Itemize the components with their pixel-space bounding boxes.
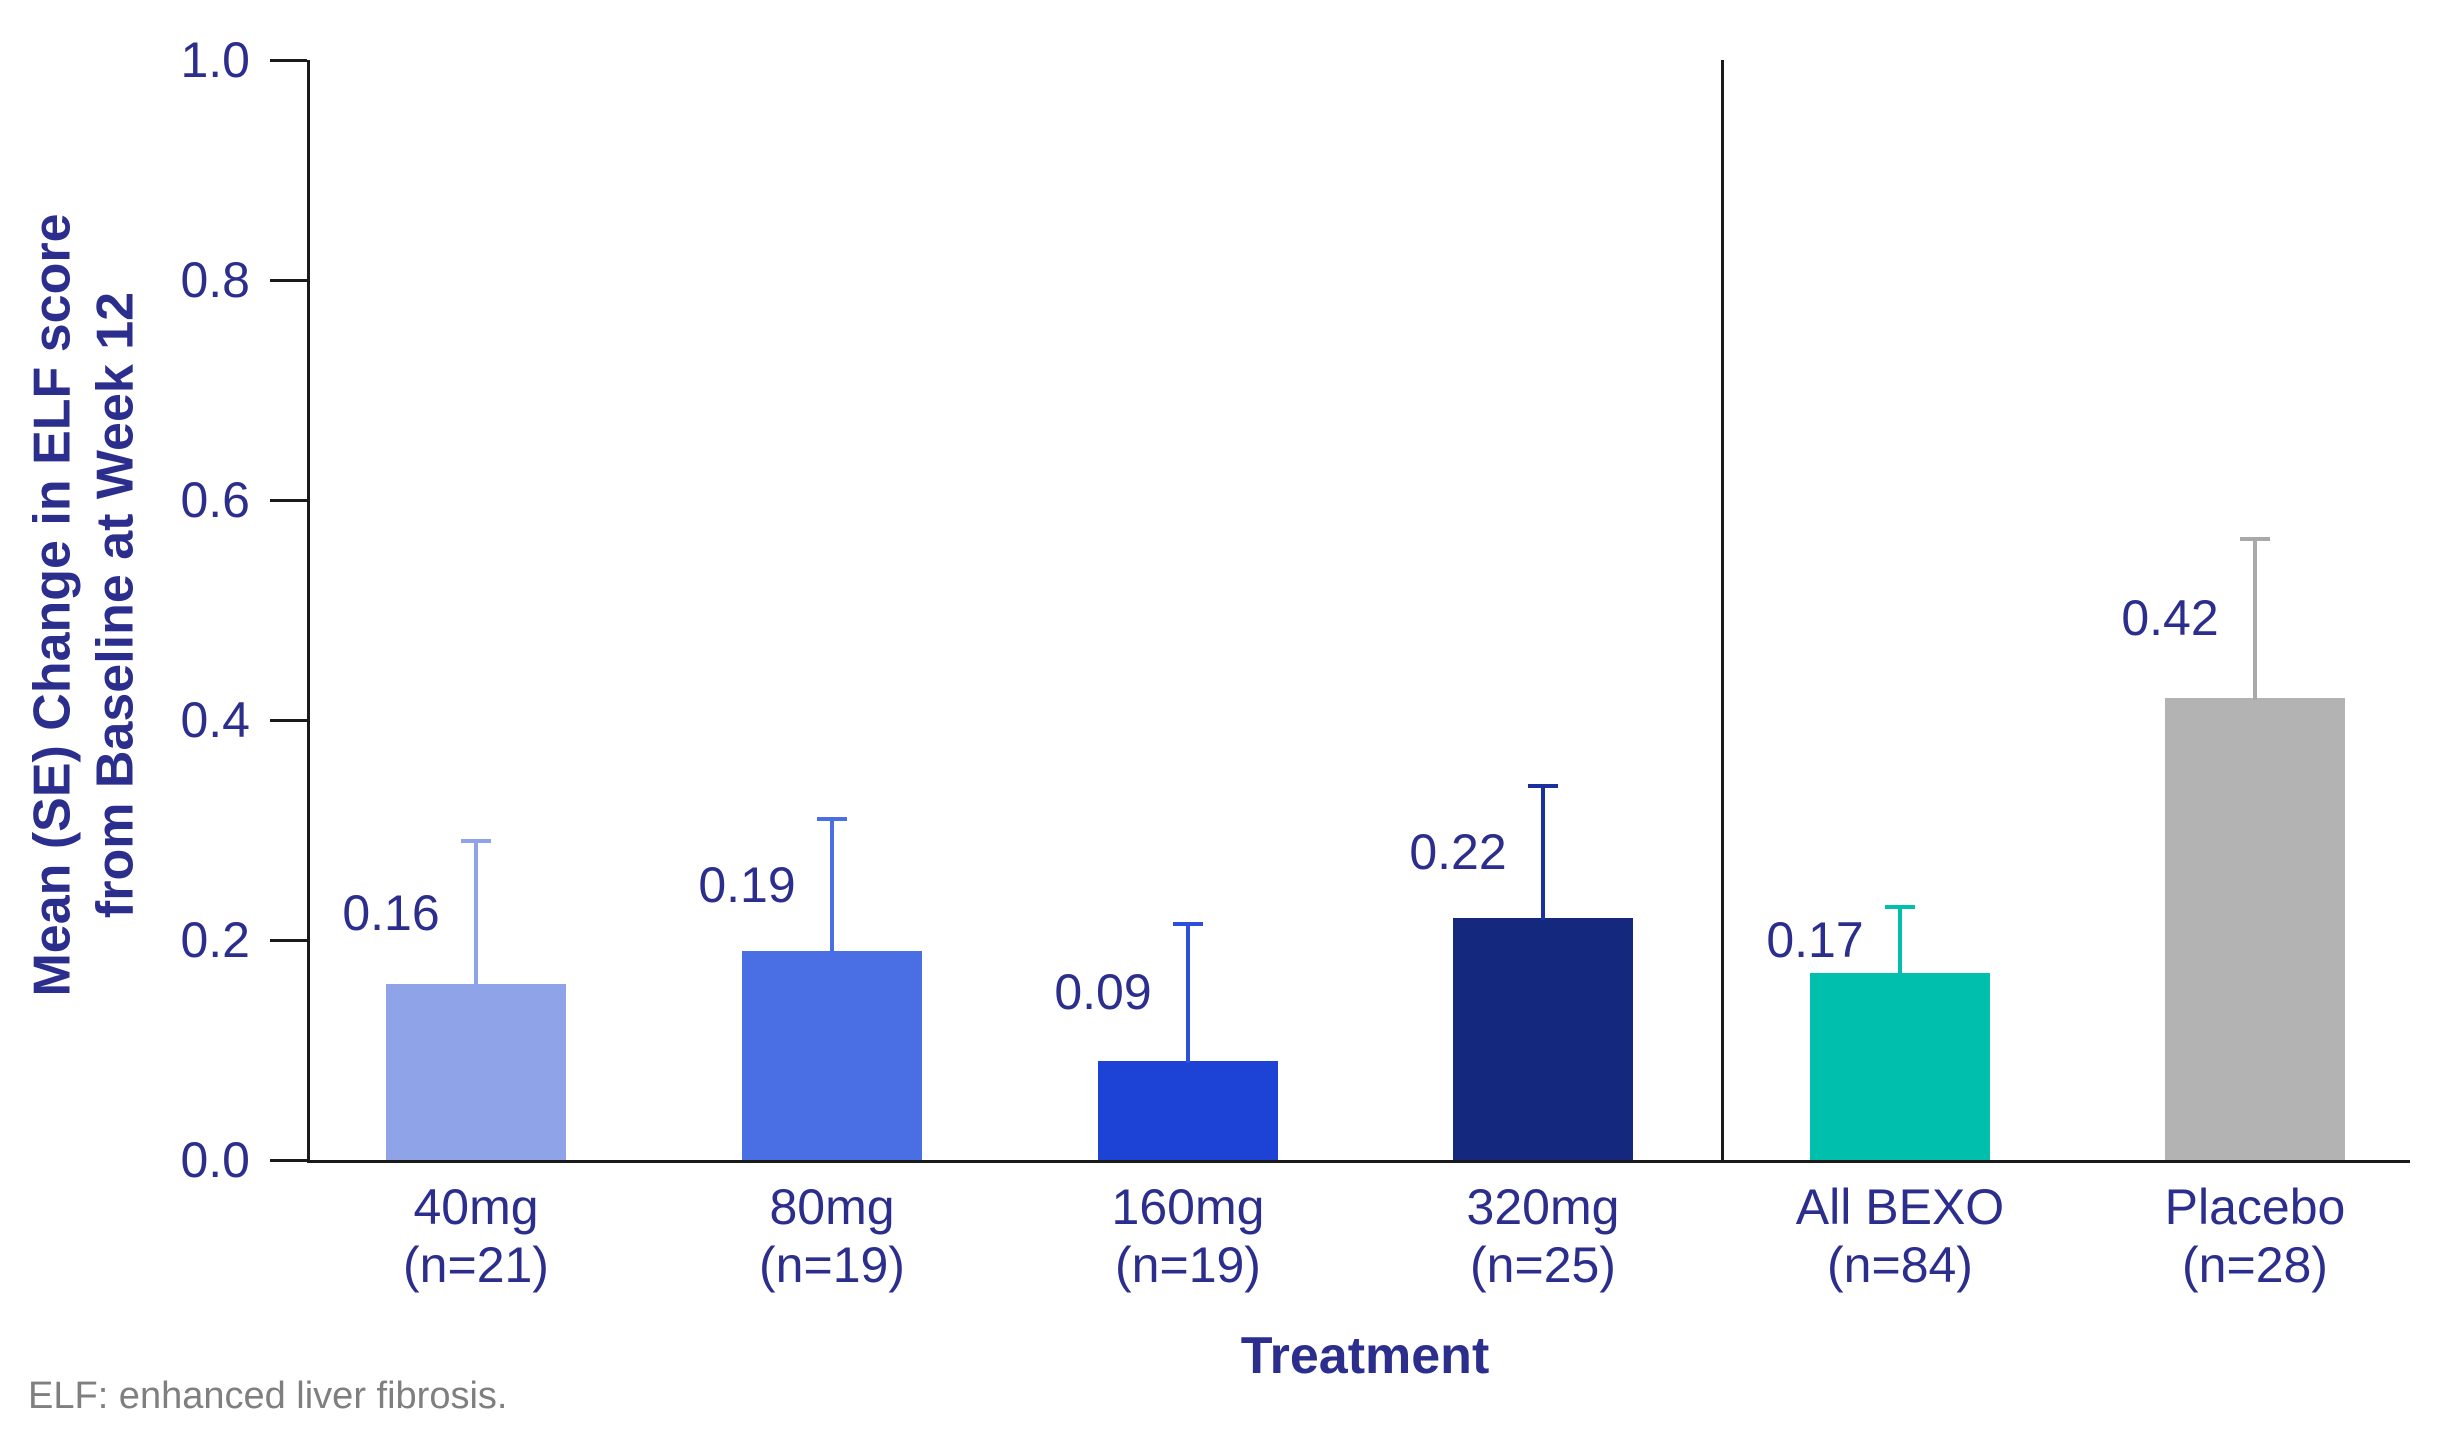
- x-axis-line: [307, 1160, 2410, 1163]
- y-tick-mark-0.0: [270, 1158, 307, 1162]
- category-n-320mg: (n=25): [1470, 1237, 1616, 1293]
- x-axis-title: Treatment: [1240, 1327, 1490, 1385]
- category-n-placebo: (n=28): [2182, 1237, 2328, 1293]
- category-label-80mg: 80mg (n=19): [652, 1178, 1012, 1294]
- category-n-all-bexo: (n=84): [1827, 1237, 1973, 1293]
- error-bar-cap-40mg: [461, 839, 491, 843]
- category-name-80mg: 80mg: [769, 1179, 895, 1235]
- y-tick-label-0.0: 0.0: [180, 1132, 250, 1188]
- category-label-40mg: 40mg (n=21): [296, 1178, 656, 1294]
- bar-placebo: [2165, 698, 2345, 1160]
- bar-160mg: [1098, 1061, 1278, 1160]
- error-bar-line-160mg: [1186, 923, 1190, 1063]
- y-tick-mark-0.8: [270, 278, 307, 282]
- bar-all-bexo: [1810, 973, 1990, 1160]
- y-axis-line: [307, 60, 310, 1160]
- y-tick-label-0.2: 0.2: [180, 912, 250, 968]
- y-tick-mark-0.6: [270, 498, 307, 502]
- error-bar-line-placebo: [2253, 538, 2257, 700]
- category-name-40mg: 40mg: [413, 1179, 539, 1235]
- bar-320mg: [1453, 918, 1633, 1160]
- value-label-80mg: 0.19: [698, 857, 796, 913]
- error-bar-line-320mg: [1541, 786, 1545, 920]
- error-bar-line-all-bexo: [1898, 907, 1902, 975]
- y-tick-mark-0.2: [270, 938, 307, 942]
- bar-40mg: [386, 984, 566, 1160]
- category-label-all-bexo: All BEXO (n=84): [1720, 1178, 2080, 1294]
- error-bar-cap-80mg: [817, 817, 847, 821]
- y-axis-title: Mean (SE) Change in ELF score from Basel…: [22, 213, 148, 996]
- error-bar-cap-160mg: [1173, 921, 1203, 926]
- value-label-all-bexo: 0.17: [1766, 912, 1864, 968]
- value-label-320mg: 0.22: [1409, 824, 1507, 880]
- plot-area: 0.0 0.2 0.4 0.6 0.8 1.0 0.16 40mg (n=21) 0.19 80mg…: [180, 32, 2410, 1293]
- y-tick-mark-1.0: [270, 58, 307, 62]
- error-bar-line-40mg: [474, 841, 478, 986]
- error-bar-cap-all-bexo: [1885, 905, 1915, 909]
- category-label-320mg: 320mg (n=25): [1363, 1178, 1723, 1294]
- category-n-160mg: (n=19): [1115, 1237, 1261, 1293]
- category-n-80mg: (n=19): [759, 1237, 905, 1293]
- error-bar-line-80mg: [830, 819, 834, 953]
- category-name-all-bexo: All BEXO: [1795, 1179, 2005, 1235]
- treatment-placebo-separator-line: [1720, 60, 1724, 1160]
- y-axis-title-line1: Mean (SE) Change in ELF score: [24, 213, 82, 997]
- y-tick-label-0.8: 0.8: [180, 252, 250, 308]
- category-label-160mg: 160mg (n=19): [1008, 1178, 1368, 1294]
- y-tick-mark-0.4: [270, 718, 307, 722]
- category-name-160mg: 160mg: [1111, 1179, 1265, 1235]
- y-axis-title-line2: from Baseline at Week 12: [87, 291, 145, 919]
- value-label-160mg: 0.09: [1054, 964, 1152, 1021]
- error-bar-cap-320mg: [1528, 784, 1558, 788]
- y-tick-label-0.6: 0.6: [180, 472, 250, 528]
- category-name-placebo: Placebo: [2164, 1179, 2346, 1235]
- footnote: ELF: enhanced liver fibrosis.: [28, 1375, 508, 1417]
- bar-80mg: [742, 951, 922, 1160]
- y-tick-label-1.0: 1.0: [180, 32, 250, 88]
- category-name-320mg: 320mg: [1466, 1179, 1620, 1235]
- value-label-placebo: 0.42: [2121, 590, 2219, 647]
- category-n-40mg: (n=21): [403, 1237, 549, 1293]
- y-tick-label-0.4: 0.4: [180, 692, 250, 748]
- error-bar-cap-placebo: [2240, 536, 2270, 541]
- value-label-40mg: 0.16: [342, 884, 440, 941]
- category-label-placebo: Placebo (n=28): [2075, 1178, 2435, 1294]
